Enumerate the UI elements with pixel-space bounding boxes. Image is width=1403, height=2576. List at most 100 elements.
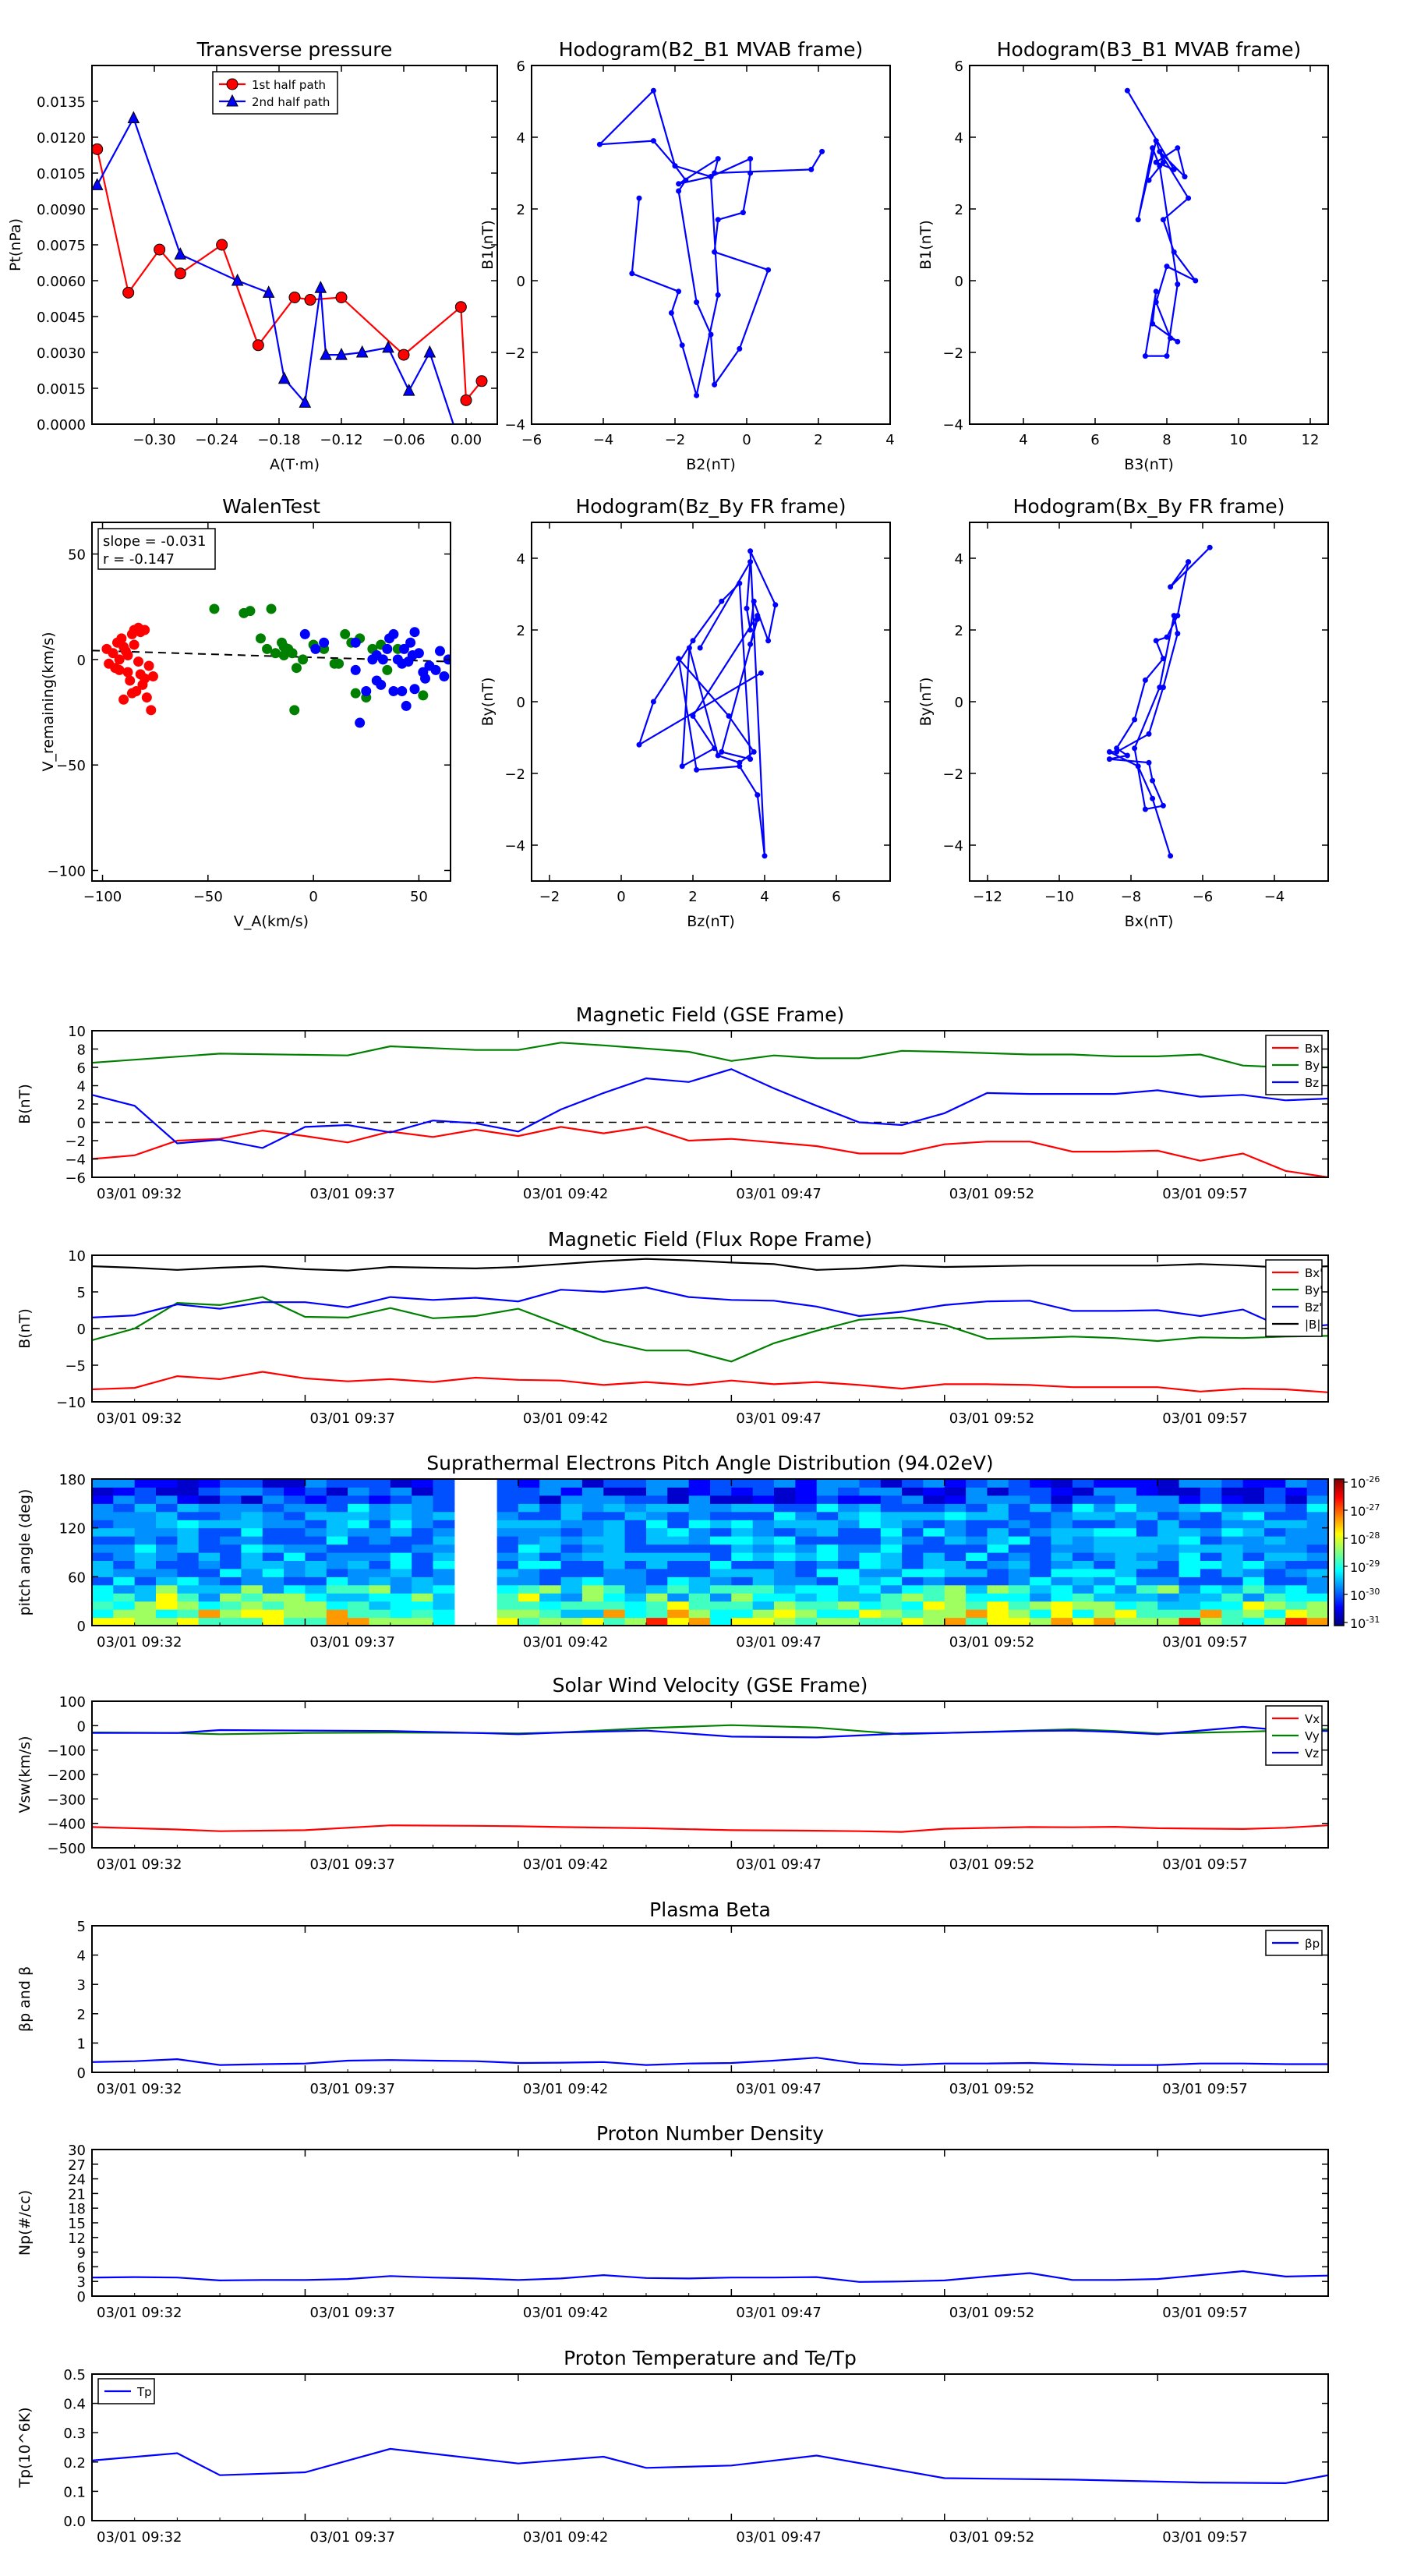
pad-cell xyxy=(838,1536,860,1545)
pad-cell xyxy=(752,1617,775,1626)
pad-cell xyxy=(1285,1593,1308,1602)
walen-xtick-label: 50 xyxy=(410,889,428,905)
pad-cell xyxy=(774,1601,796,1610)
pad-cell xyxy=(497,1617,519,1626)
pad-cell xyxy=(966,1576,988,1586)
hodo_b3_b1-xtick-label: 6 xyxy=(1090,432,1099,448)
pad-cell xyxy=(305,1495,327,1504)
pad-cell xyxy=(624,1544,647,1553)
pad-cell xyxy=(816,1560,839,1569)
pad-cell xyxy=(752,1601,775,1610)
pad-cell xyxy=(1200,1511,1222,1520)
pad-cell xyxy=(92,1601,114,1610)
pad-cell xyxy=(731,1536,754,1545)
pad-cell xyxy=(816,1617,839,1626)
transverse_pressure-point xyxy=(92,178,104,190)
pad-cell xyxy=(710,1503,732,1513)
sw_vel-ytick-label: −300 xyxy=(48,1792,86,1808)
pad-cell xyxy=(603,1487,626,1496)
pad-cell xyxy=(1221,1584,1244,1594)
hodo_bz_by-xtick-label: 0 xyxy=(617,889,625,905)
pad-cell xyxy=(624,1520,647,1529)
pad-cell xyxy=(433,1487,455,1496)
pad-cell xyxy=(220,1609,242,1619)
pad-cell xyxy=(412,1487,434,1496)
temp-time-tick-label: 03/01 09:52 xyxy=(949,2529,1034,2546)
pad-cell xyxy=(305,1576,327,1586)
pad-cell xyxy=(113,1617,136,1626)
pad-cell xyxy=(369,1568,391,1577)
pad-cell xyxy=(305,1601,327,1610)
transverse_pressure-point xyxy=(320,347,332,360)
pad-cell xyxy=(1306,1552,1328,1561)
pad-cell xyxy=(710,1520,732,1529)
pad-cell xyxy=(944,1552,967,1561)
pad-cell xyxy=(156,1511,178,1520)
mag_fr-ytick-label: 5 xyxy=(77,1285,86,1301)
hodo_b3_b1-point xyxy=(1186,195,1192,201)
hodo_b2_b1-point xyxy=(819,148,825,154)
pad-cell xyxy=(220,1495,242,1504)
beta-title: Plasma Beta xyxy=(649,1898,771,1921)
hodo_b2_b1-point xyxy=(708,174,714,180)
pad-cell xyxy=(198,1617,221,1626)
hodo_bz_by-point xyxy=(676,656,682,662)
hodo_bz_by-point xyxy=(715,752,721,759)
pad-cell xyxy=(1306,1601,1328,1610)
pad-cell xyxy=(1264,1584,1286,1594)
pad-cell xyxy=(412,1495,434,1504)
mag_fr-line-Bz' xyxy=(92,1286,1328,1330)
pad-cell xyxy=(944,1609,967,1619)
pad-cell xyxy=(390,1511,412,1520)
hodo_b3_b1-xtick-label: 12 xyxy=(1302,432,1320,448)
pad-cell xyxy=(880,1609,903,1619)
pad-cell xyxy=(859,1552,882,1561)
pad-cell xyxy=(646,1544,668,1553)
transverse_pressure-legend-label: 1st half path xyxy=(252,78,326,92)
pad-cell xyxy=(880,1568,903,1577)
pad-cell xyxy=(987,1593,1009,1602)
pad-cell xyxy=(1264,1617,1286,1626)
pad-cell xyxy=(497,1552,519,1561)
pad-cell xyxy=(1094,1568,1116,1577)
pad-cell xyxy=(1221,1503,1244,1513)
pad-cell xyxy=(1072,1536,1094,1545)
sw_vel-line-Vx xyxy=(92,1824,1328,1833)
hodo_bz_by-point xyxy=(726,713,732,719)
hodo_bz_by-point xyxy=(744,605,750,611)
pad-cell xyxy=(1008,1495,1030,1504)
pad-cell xyxy=(284,1576,306,1586)
hodo_b2_b1-xtick-label: 4 xyxy=(885,432,894,448)
pad-cell xyxy=(177,1560,200,1569)
pad-cell xyxy=(581,1479,604,1488)
walen-ylabel: V_remaining(km/s) xyxy=(40,632,57,771)
transverse_pressure-ytick-label: 0.0015 xyxy=(37,381,86,398)
pad-cell xyxy=(987,1609,1009,1619)
hodo_b2_b1-ytick-label: 4 xyxy=(517,130,525,147)
pad-cell xyxy=(752,1544,775,1553)
pad-cell xyxy=(560,1552,583,1561)
pad-ylabel: pitch angle (deg) xyxy=(16,1489,34,1616)
pad-cell xyxy=(838,1552,860,1561)
hodo_b2_b1-ytick-label: −2 xyxy=(504,345,525,362)
pad-cell xyxy=(944,1495,967,1504)
pad-cell xyxy=(284,1479,306,1488)
pad-cell xyxy=(220,1527,242,1537)
hodo_b3_b1-ytick-label: −4 xyxy=(942,417,963,433)
transverse_pressure-point xyxy=(423,345,436,358)
transverse_pressure-title: Transverse pressure xyxy=(196,38,393,61)
pad-cell xyxy=(1200,1536,1222,1545)
hodo_bz_by-title: Hodogram(Bz_By FR frame) xyxy=(575,495,846,518)
density-time-tick-label: 03/01 09:42 xyxy=(523,2305,608,2321)
pad-cell xyxy=(1115,1568,1137,1577)
pad-cell xyxy=(816,1479,839,1488)
hodo_b3_b1-point xyxy=(1160,159,1166,165)
density-time-tick-label: 03/01 09:32 xyxy=(97,2305,182,2321)
pad-cell xyxy=(1072,1560,1094,1569)
pad-cell xyxy=(581,1503,604,1513)
pad-cell xyxy=(667,1584,690,1594)
pad-cell xyxy=(966,1479,988,1488)
hodo_bx_by-point xyxy=(1150,795,1156,801)
walen-plot-area xyxy=(92,603,451,728)
pad-cell xyxy=(348,1536,369,1545)
